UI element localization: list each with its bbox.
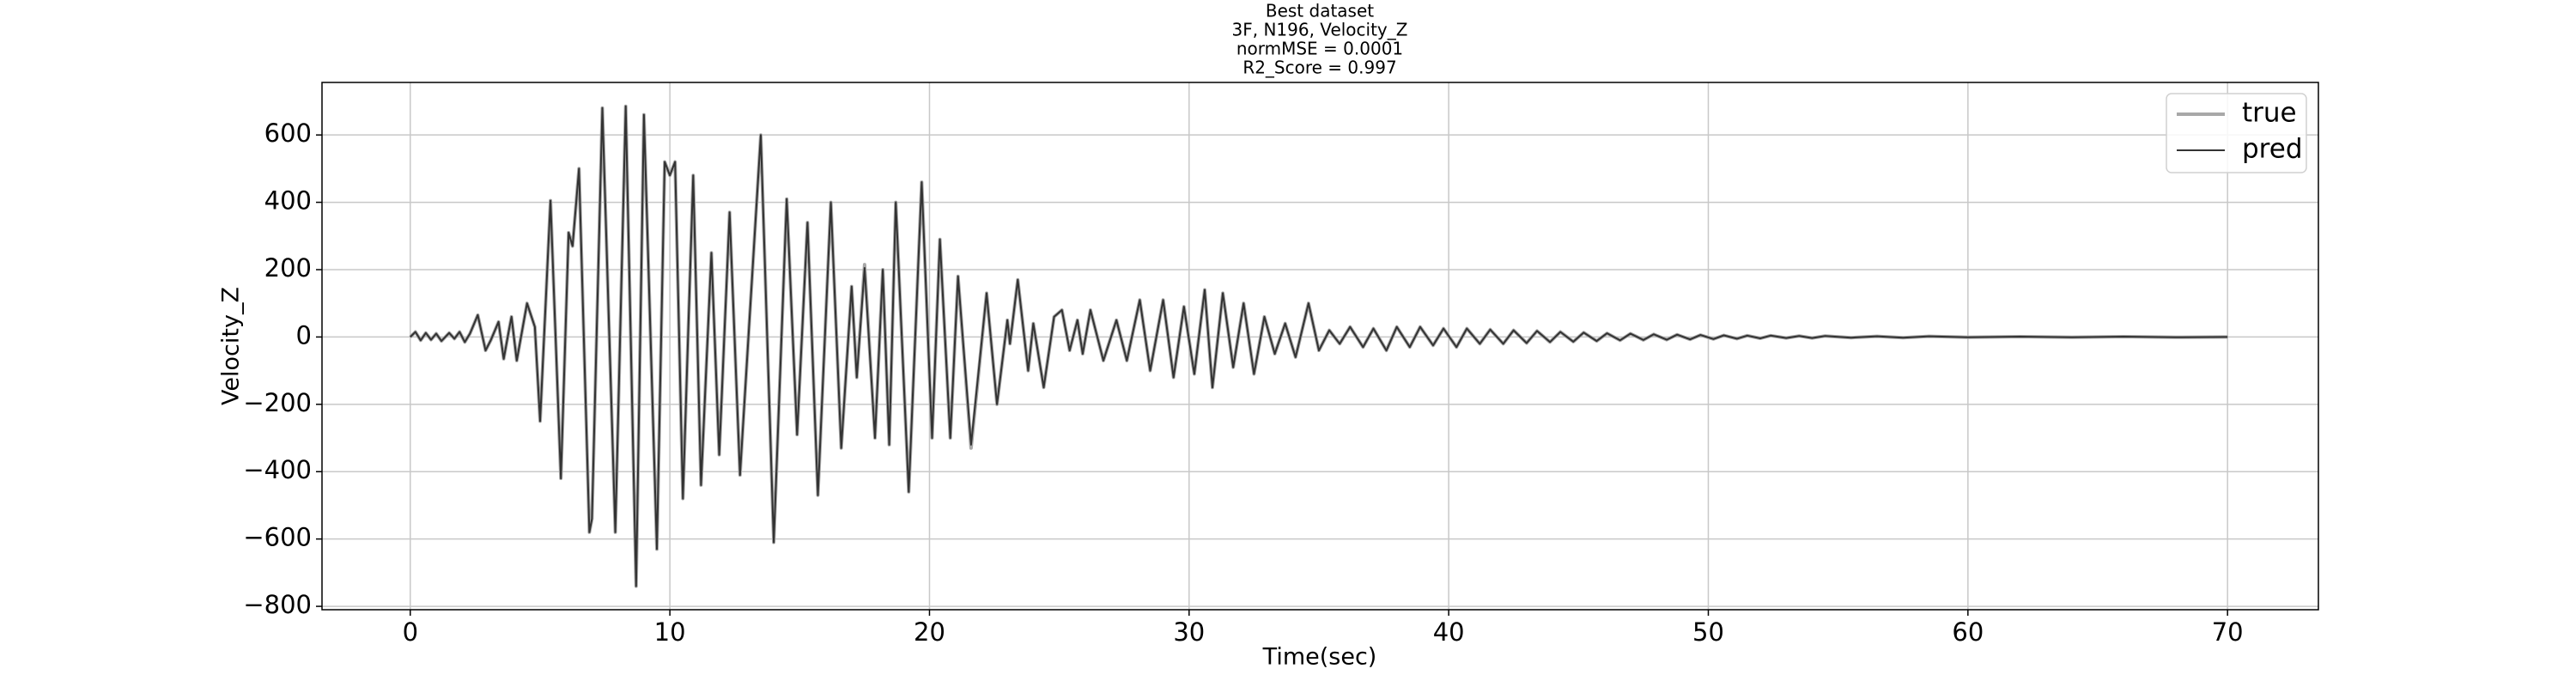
y-tick-label: 400 bbox=[264, 186, 312, 216]
series-line bbox=[409, 104, 2228, 588]
y-tick-label: −200 bbox=[243, 388, 312, 417]
x-tick-label: 60 bbox=[1952, 617, 1984, 647]
y-axis-label: Velocity_Z bbox=[218, 287, 245, 405]
y-tick-label: 600 bbox=[264, 119, 312, 148]
title-line: Best dataset bbox=[1266, 1, 1374, 21]
x-tick-label: 50 bbox=[1692, 617, 1724, 647]
x-tick-label: 40 bbox=[1433, 617, 1465, 647]
plot-frame bbox=[321, 82, 2319, 611]
x-axis-label: Time(sec) bbox=[1262, 644, 1377, 671]
title-line: 3F, N196, Velocity_Z bbox=[1232, 20, 1408, 40]
x-tick-label: 0 bbox=[403, 617, 418, 647]
title-line: normMSE = 0.0001 bbox=[1236, 39, 1403, 59]
legend-label: pred bbox=[2242, 134, 2303, 165]
y-tick-label: 200 bbox=[264, 253, 312, 283]
y-tick-label: −600 bbox=[243, 523, 312, 552]
y-tick-label: 0 bbox=[296, 320, 312, 350]
y-tick-label: −400 bbox=[243, 455, 312, 484]
x-tick-label: 10 bbox=[654, 617, 686, 647]
legend-label: true bbox=[2242, 98, 2297, 129]
y-tick-label: −800 bbox=[243, 590, 312, 619]
x-tick-label: 30 bbox=[1173, 617, 1205, 647]
series-line bbox=[410, 105, 2228, 587]
title-line: R2_Score = 0.997 bbox=[1242, 58, 1396, 78]
x-tick-label: 70 bbox=[2212, 617, 2244, 647]
x-tick-label: 20 bbox=[914, 617, 945, 647]
